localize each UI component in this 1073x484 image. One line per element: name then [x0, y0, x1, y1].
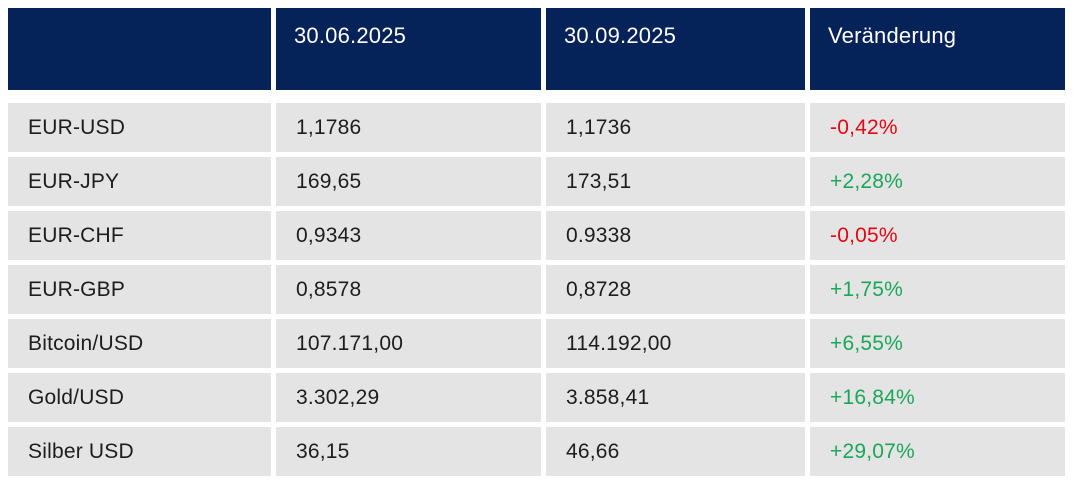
table-header-row: 30.06.2025 30.09.2025 Veränderung: [8, 8, 1065, 90]
value-date-2: 46,66: [546, 427, 805, 476]
instrument-label: Bitcoin/USD: [8, 319, 271, 368]
table-row-eur-gbp: EUR-GBP 0,8578 0,8728 +1,75%: [8, 265, 1065, 314]
value-date-1: 1,1786: [276, 103, 541, 152]
change-value: +6,55%: [810, 319, 1065, 368]
value-date-1: 169,65: [276, 157, 541, 206]
header-cell-change: Veränderung: [810, 8, 1065, 90]
value-date-2: 114.192,00: [546, 319, 805, 368]
instrument-label: Silber USD: [8, 427, 271, 476]
table-row-gold-usd: Gold/USD 3.302,29 3.858,41 +16,84%: [8, 373, 1065, 422]
value-date-2: 0.9338: [546, 211, 805, 260]
instrument-label: Gold/USD: [8, 373, 271, 422]
change-value: -0,42%: [810, 103, 1065, 152]
table-body: EUR-USD 1,1786 1,1736 -0,42% EUR-JPY 169…: [8, 103, 1065, 476]
value-date-1: 0,8578: [276, 265, 541, 314]
change-value: +1,75%: [810, 265, 1065, 314]
change-value: +16,84%: [810, 373, 1065, 422]
header-cell-date-1: 30.06.2025: [276, 8, 541, 90]
value-date-2: 173,51: [546, 157, 805, 206]
value-date-1: 107.171,00: [276, 319, 541, 368]
header-cell-date-2: 30.09.2025: [546, 8, 805, 90]
table-row-bitcoin-usd: Bitcoin/USD 107.171,00 114.192,00 +6,55%: [8, 319, 1065, 368]
value-date-1: 3.302,29: [276, 373, 541, 422]
table-row-eur-chf: EUR-CHF 0,9343 0.9338 -0,05%: [8, 211, 1065, 260]
table-row-eur-usd: EUR-USD 1,1786 1,1736 -0,42%: [8, 103, 1065, 152]
table-row-silber-usd: Silber USD 36,15 46,66 +29,07%: [8, 427, 1065, 476]
value-date-2: 3.858,41: [546, 373, 805, 422]
change-value: -0,05%: [810, 211, 1065, 260]
instrument-label: EUR-USD: [8, 103, 271, 152]
value-date-1: 36,15: [276, 427, 541, 476]
instrument-label: EUR-CHF: [8, 211, 271, 260]
value-date-2: 0,8728: [546, 265, 805, 314]
change-value: +2,28%: [810, 157, 1065, 206]
header-cell-instrument: [8, 8, 271, 90]
value-date-2: 1,1736: [546, 103, 805, 152]
change-value: +29,07%: [810, 427, 1065, 476]
table-row-eur-jpy: EUR-JPY 169,65 173,51 +2,28%: [8, 157, 1065, 206]
instrument-label: EUR-GBP: [8, 265, 271, 314]
instrument-label: EUR-JPY: [8, 157, 271, 206]
value-date-1: 0,9343: [276, 211, 541, 260]
